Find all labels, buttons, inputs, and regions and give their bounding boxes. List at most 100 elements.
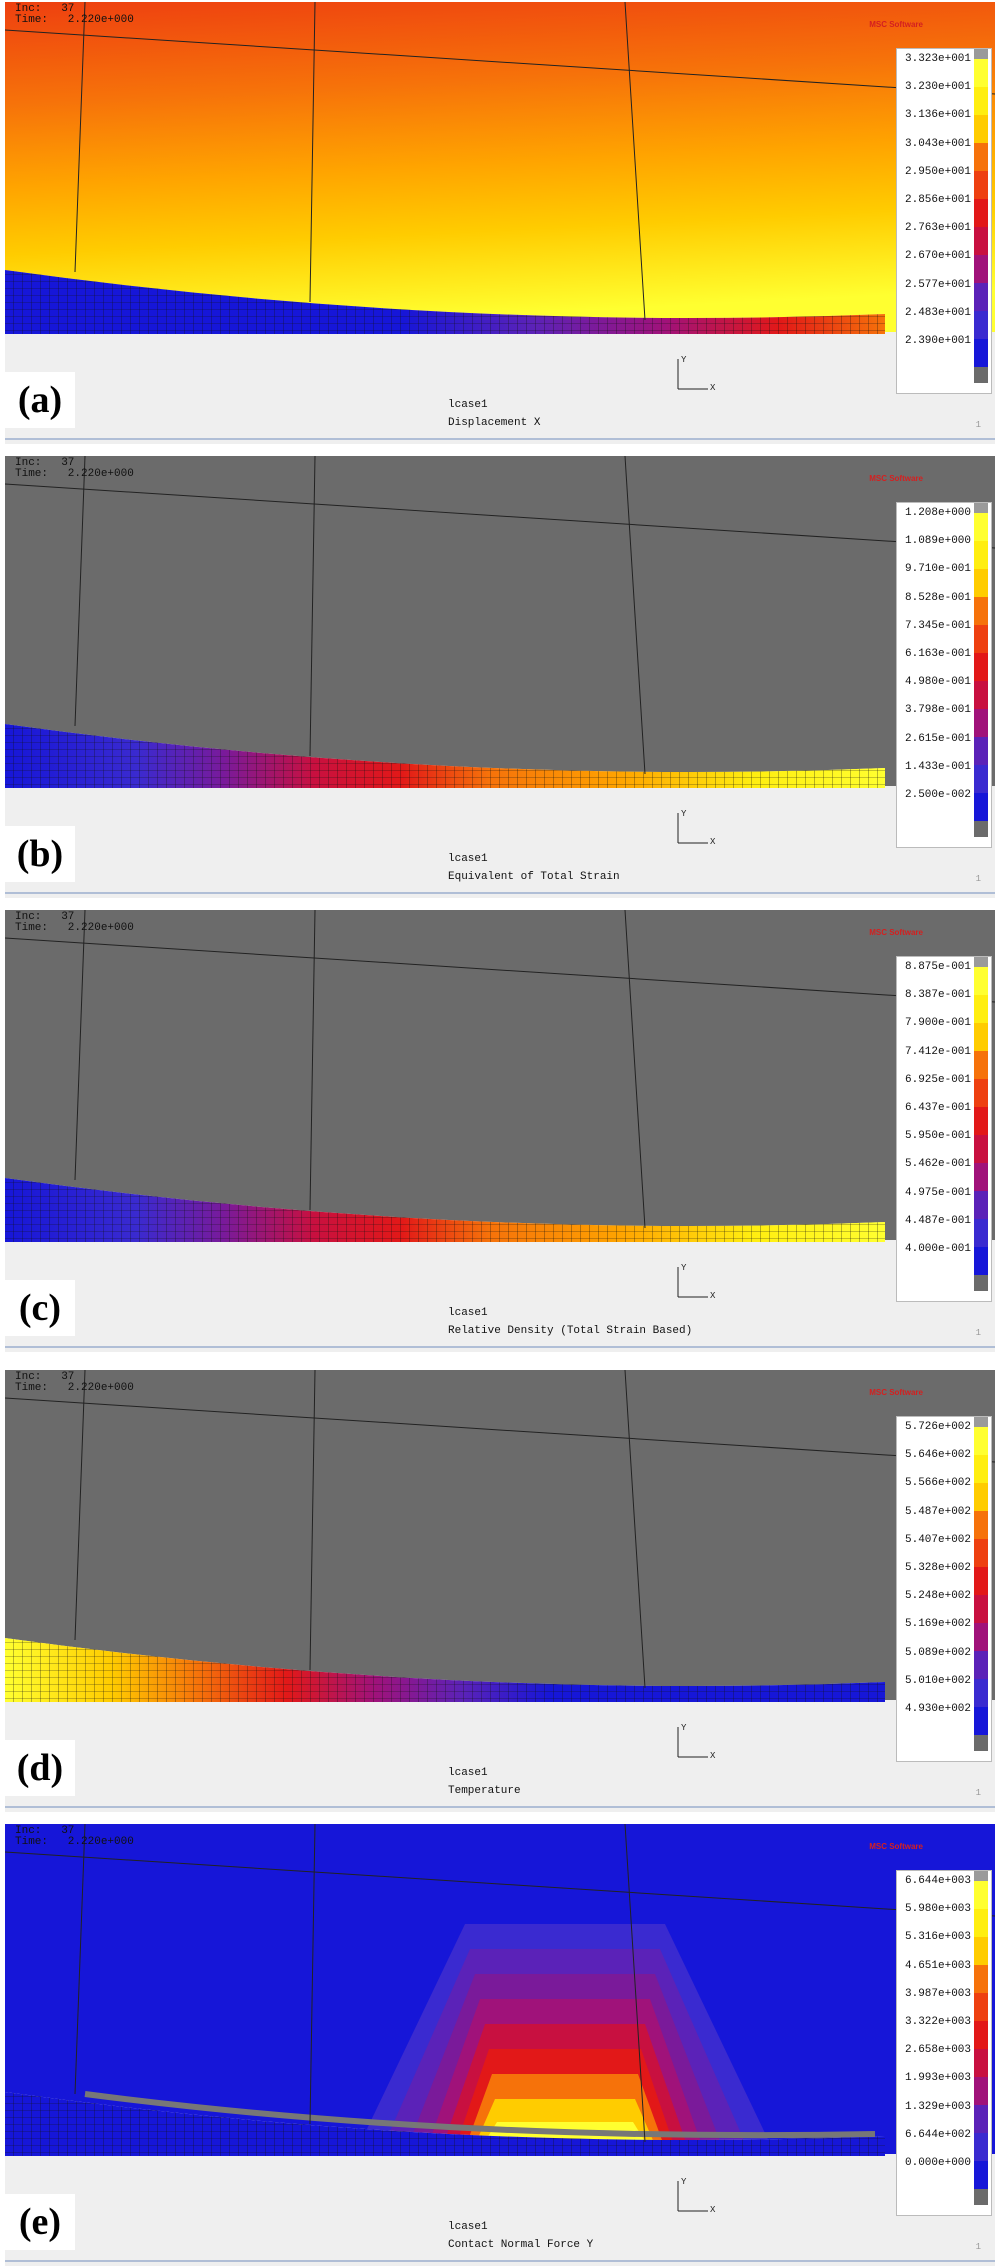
legend-swatch (974, 597, 988, 625)
legend-label: 6.644e+003 (905, 1875, 972, 1887)
increment-readout: Inc: 37 Time: 2.220e+000 (15, 1371, 134, 1394)
legend-label: 5.010e+002 (905, 1674, 972, 1687)
legend-swatch (974, 2133, 988, 2161)
variable-name: Contact Normal Force Y (448, 2239, 594, 2251)
legend-label: 2.615e-001 (905, 732, 972, 745)
legend-swatch (974, 1427, 988, 1455)
frame-divider (5, 1346, 995, 1348)
load-case: lcase1 (448, 399, 488, 411)
legend-swatch (974, 1679, 988, 1707)
panel-tag: (e) (5, 2194, 75, 2250)
legend-label: 3.323e+001 (905, 53, 972, 65)
increment-readout: Inc: 37 Time: 2.220e+000 (15, 457, 134, 480)
legend-swatch (974, 59, 988, 87)
legend-label: 5.487e+002 (905, 1505, 972, 1518)
legend-swatch (974, 1483, 988, 1511)
legend-label: 2.500e-002 (905, 789, 972, 801)
legend-swatch (974, 1909, 988, 1937)
contour-plot-d (5, 1370, 995, 1702)
svg-text:X: X (710, 2205, 716, 2215)
legend-swatch (974, 709, 988, 737)
panel-tag: (d) (5, 1740, 75, 1796)
contour-plot-e (5, 1824, 995, 2156)
corner-mark: 1 (975, 874, 981, 884)
legend-swatch (974, 2049, 988, 2077)
legend-label: 2.856e+001 (905, 194, 972, 206)
legend-cap-bottom (974, 1275, 988, 1291)
legend-label: 8.528e-001 (905, 591, 972, 604)
legend-swatch (974, 967, 988, 995)
frame-divider (5, 438, 995, 440)
svg-text:Y: Y (681, 1263, 687, 1273)
legend-swatch (974, 1511, 988, 1539)
legend-label: 2.763e+001 (905, 222, 972, 235)
legend-swatch (974, 171, 988, 199)
legend-cap-top (974, 1417, 988, 1427)
legend-label: 1.993e+003 (905, 2072, 972, 2085)
roller-body (5, 1370, 995, 1700)
roller-body (5, 910, 995, 1240)
legend-cap-bottom (974, 2189, 988, 2205)
legend-label: 5.328e+002 (905, 1562, 972, 1574)
legend-swatch (974, 1937, 988, 1965)
variable-name: Displacement X (448, 417, 541, 429)
contour-plot-a (5, 2, 995, 334)
legend-swatch (974, 737, 988, 765)
increment-readout: Inc: 37 Time: 2.220e+000 (15, 911, 134, 934)
legend-swatch (974, 653, 988, 681)
legend-label: 2.670e+001 (905, 250, 972, 263)
color-legend: 1.208e+000 1.089e+000 9.710e-001 8.528e-001… (896, 502, 992, 848)
load-case: lcase1 (448, 1767, 488, 1779)
legend-label: 2.658e+003 (905, 2044, 972, 2057)
legend-swatch (974, 1993, 988, 2021)
legend-swatch (974, 793, 988, 821)
legend-swatch (974, 1881, 988, 1909)
legend-swatch (974, 2105, 988, 2133)
panel-a: Inc: 37 Time: 2.220e+000 MSC Software 3.… (5, 2, 995, 444)
legend-swatch (974, 255, 988, 283)
panel-e: Inc: 37 Time: 2.220e+000 MSC Software 6.… (5, 1824, 995, 2266)
roller-body (5, 2, 995, 332)
legend-label: 1.329e+003 (905, 2100, 972, 2113)
legend-cap-top (974, 1871, 988, 1881)
load-case: lcase1 (448, 853, 488, 865)
legend-swatch (974, 1651, 988, 1679)
contour-plot-b (5, 456, 995, 788)
legend-label: 5.169e+002 (905, 1618, 972, 1631)
svg-text:X: X (710, 383, 716, 393)
legend-label: 7.900e-001 (905, 1017, 972, 1030)
color-legend: 6.644e+003 5.980e+003 5.316e+003 4.651e+003… (896, 1870, 992, 2216)
legend-label: 4.930e+002 (905, 1703, 972, 1715)
increment-readout: Inc: 37 Time: 2.220e+000 (15, 3, 134, 26)
corner-mark: 1 (975, 1788, 981, 1798)
legend-swatch (974, 1623, 988, 1651)
legend-label: 5.316e+003 (905, 1931, 972, 1944)
contour-plot-c (5, 910, 995, 1242)
legend-swatch (974, 1247, 988, 1275)
axis-triad-icon: Y X (677, 809, 716, 847)
legend-swatch (974, 311, 988, 339)
legend-swatch (974, 1107, 988, 1135)
legend-label: 4.000e-001 (905, 1243, 972, 1255)
legend-label: 6.925e-001 (905, 1073, 972, 1086)
legend-swatch (974, 1079, 988, 1107)
legend-label: 4.487e-001 (905, 1214, 972, 1227)
legend-swatch (974, 681, 988, 709)
legend-label: 1.089e+000 (905, 535, 972, 548)
roller-body (5, 456, 995, 786)
load-case: lcase1 (448, 2221, 488, 2233)
frame-divider (5, 1806, 995, 1808)
svg-text:Y: Y (681, 1723, 687, 1733)
legend-swatch (974, 995, 988, 1023)
corner-mark: 1 (975, 420, 981, 430)
legend-label: 4.980e-001 (905, 676, 972, 689)
legend-cap-top (974, 957, 988, 967)
legend-swatch (974, 513, 988, 541)
legend-swatch (974, 1595, 988, 1623)
legend-cap-bottom (974, 821, 988, 837)
legend-label: 0.000e+000 (905, 2157, 972, 2169)
legend-swatch (974, 1965, 988, 1993)
svg-text:X: X (710, 1751, 716, 1761)
axis-triad-icon: Y X (677, 1263, 716, 1301)
svg-text:Y: Y (681, 2177, 687, 2187)
